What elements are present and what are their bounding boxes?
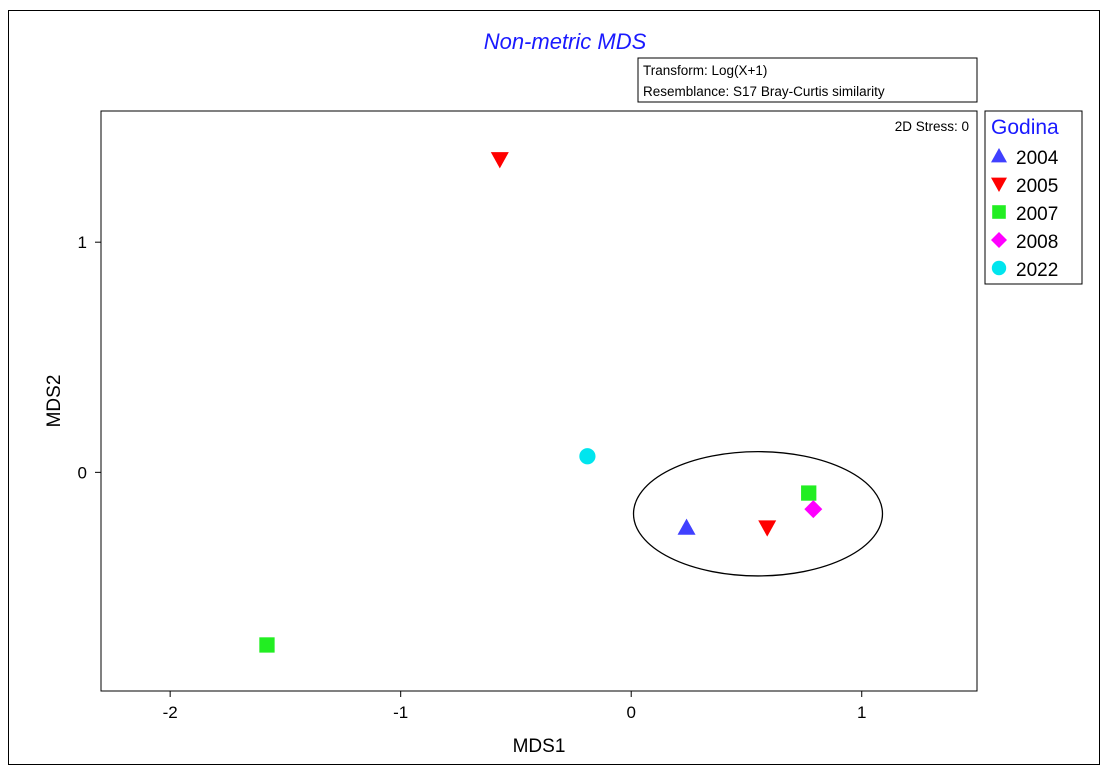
legend-marker-2007 <box>992 205 1006 219</box>
notes-box: Transform: Log(X+1) Resemblance: S17 Bra… <box>637 57 978 103</box>
point-2005 <box>758 520 777 537</box>
point-2007 <box>259 637 275 653</box>
legend-label-2004: 2004 <box>1016 148 1059 169</box>
x-tick-label: 0 <box>626 703 635 722</box>
point-2005 <box>490 152 509 169</box>
point-2004 <box>677 518 696 535</box>
legend-label-2022: 2022 <box>1016 260 1058 281</box>
x-axis-title: MDS1 <box>513 736 566 757</box>
x-axis: -2 -1 0 1 <box>163 691 866 722</box>
legend-marker-2008 <box>991 232 1007 248</box>
point-2007 <box>801 485 817 501</box>
x-tick-label: -1 <box>393 703 408 722</box>
y-axis: 01 <box>78 233 101 482</box>
legend-box <box>984 110 1083 285</box>
legend-marker-2005 <box>991 177 1007 192</box>
point-2022 <box>579 448 596 465</box>
legend-marker-2004 <box>991 148 1007 163</box>
x-tick-label: -2 <box>163 703 178 722</box>
legend-label-2007: 2007 <box>1016 204 1058 225</box>
x-tick-label: 1 <box>857 703 866 722</box>
legend-label-2005: 2005 <box>1016 176 1058 197</box>
chart-title: Non-metric MDS <box>484 29 647 54</box>
y-tick-label: 0 <box>78 463 87 482</box>
data-points <box>259 152 823 653</box>
cluster-ellipse <box>632 450 884 577</box>
y-axis-title: MDS2 <box>44 375 65 428</box>
legend-items: 2004 2005 2007 2008 2022 <box>991 148 1059 281</box>
point-2008 <box>804 500 823 519</box>
plot-area <box>100 110 978 692</box>
stress-label: 2D Stress: 0 <box>895 119 969 134</box>
legend: Godina 2004 2005 2007 2008 2022 <box>984 110 1083 285</box>
transform-note: Transform: Log(X+1) <box>643 63 767 78</box>
legend-label-2008: 2008 <box>1016 232 1058 253</box>
resemblance-note: Resemblance: S17 Bray-Curtis similarity <box>643 84 885 99</box>
y-tick-label: 1 <box>78 233 87 252</box>
legend-marker-2022 <box>991 260 1007 276</box>
legend-title: Godina <box>991 116 1059 139</box>
